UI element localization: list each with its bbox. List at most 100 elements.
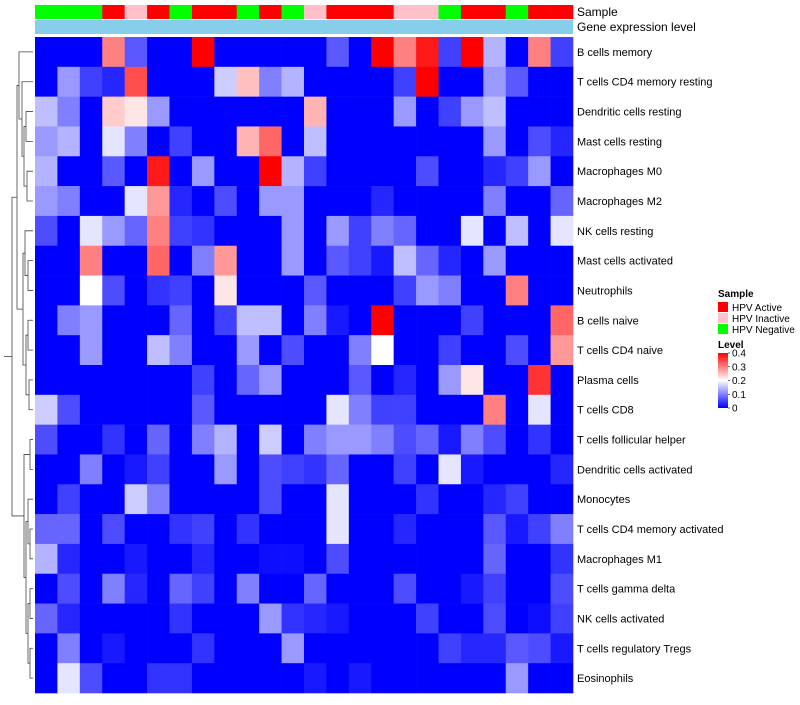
heatmap-cell xyxy=(281,305,305,336)
heatmap-cell xyxy=(528,454,551,485)
heatmap-cell xyxy=(236,275,260,306)
heatmap-cell xyxy=(505,573,529,604)
heatmap-cell xyxy=(79,543,103,575)
heatmap-cell xyxy=(438,365,462,396)
heatmap-cell xyxy=(79,573,103,604)
heatmap-cell xyxy=(348,275,372,306)
heatmap-cell xyxy=(326,126,350,157)
heatmap-cell xyxy=(191,96,215,127)
heatmap-cell xyxy=(460,484,484,515)
heatmap-cell xyxy=(550,394,574,425)
heatmap-cell xyxy=(505,663,529,694)
heatmap-cell xyxy=(214,66,238,97)
heatmap-cell xyxy=(326,484,350,515)
heatmap-cell xyxy=(214,126,238,157)
heatmap-cell xyxy=(57,454,81,485)
heatmap-cell xyxy=(438,573,462,604)
heatmap-cell xyxy=(35,37,58,68)
heatmap-cell xyxy=(550,156,574,187)
heatmap-cell xyxy=(79,394,103,425)
heatmap-cell xyxy=(259,484,282,515)
heatmap-cell xyxy=(281,186,305,217)
heatmap-cell xyxy=(169,37,193,68)
heatmap-cell xyxy=(281,394,305,425)
heatmap-cell xyxy=(169,96,193,127)
heatmap-cell xyxy=(35,275,58,306)
heatmap-cell xyxy=(236,305,260,336)
sample-annotation-cell xyxy=(416,5,439,19)
heatmap-cell xyxy=(281,603,305,634)
heatmap-cell xyxy=(259,275,282,306)
heatmap-cell xyxy=(438,156,462,187)
heatmap-cell xyxy=(460,305,484,336)
heatmap-cell xyxy=(505,305,529,336)
heatmap-cell xyxy=(416,66,439,97)
heatmap-cell xyxy=(236,245,260,276)
heatmap-cell xyxy=(393,454,417,485)
heatmap-cell xyxy=(281,156,305,187)
heatmap-cell xyxy=(348,186,372,217)
heatmap-cell xyxy=(393,484,417,515)
heatmap-cell xyxy=(348,454,372,485)
heatmap-cell xyxy=(550,484,574,515)
heatmap-cell xyxy=(505,245,529,276)
heatmap-cell xyxy=(528,305,551,336)
heatmap-cell xyxy=(57,156,81,187)
expression-annotation-bar xyxy=(35,20,573,34)
heatmap-cell xyxy=(528,573,551,604)
heatmap-cell xyxy=(169,603,193,634)
heatmap-cell xyxy=(438,633,462,664)
heatmap-cell xyxy=(460,245,484,276)
heatmap-cell xyxy=(79,365,103,396)
heatmap-cell xyxy=(371,514,394,545)
sample-annotation-label: Sample xyxy=(577,5,618,19)
heatmap-cell xyxy=(236,394,260,425)
heatmap-cell xyxy=(102,305,125,336)
heatmap-cell xyxy=(79,603,103,634)
heatmap-cell xyxy=(348,663,372,694)
heatmap-cell xyxy=(528,186,551,217)
legend-level-tick-label: 0.2 xyxy=(732,376,746,387)
dendrogram-branch xyxy=(27,498,33,545)
heatmap-cell xyxy=(259,305,282,336)
heatmap-cell xyxy=(124,484,148,515)
row-dendrogram xyxy=(4,51,33,679)
heatmap-cell xyxy=(35,454,58,485)
heatmap-cell xyxy=(147,275,170,306)
heatmap-cell xyxy=(550,186,574,217)
heatmap-cell xyxy=(57,394,81,425)
heatmap-cell xyxy=(528,37,551,68)
heatmap-cell xyxy=(528,394,551,425)
heatmap-cell xyxy=(393,424,417,455)
heatmap-cell xyxy=(460,633,484,664)
heatmap-cell xyxy=(259,454,282,485)
heatmap-cell xyxy=(371,37,394,68)
heatmap-cell xyxy=(416,633,439,664)
heatmap-cell xyxy=(304,245,327,276)
heatmap-cell xyxy=(393,275,417,306)
heatmap-cell xyxy=(124,663,148,694)
heatmap-cell xyxy=(304,454,327,485)
heatmap-cell xyxy=(505,514,529,545)
heatmap-cell xyxy=(348,424,372,455)
heatmap-cell xyxy=(528,543,551,575)
heatmap-cell xyxy=(281,215,305,247)
dendrogram-branch xyxy=(28,379,33,411)
heatmap-cell xyxy=(528,633,551,664)
heatmap-cell xyxy=(416,215,439,247)
heatmap-cell xyxy=(102,335,125,366)
heatmap-cell xyxy=(147,335,170,366)
heatmap-cell xyxy=(438,245,462,276)
heatmap-cell xyxy=(326,335,350,366)
heatmap-cell xyxy=(483,454,507,485)
heatmap-cell xyxy=(304,126,327,157)
heatmap-cell xyxy=(169,454,193,485)
heatmap-cell xyxy=(348,245,372,276)
heatmap-cell xyxy=(35,603,58,634)
sample-annotation-cell xyxy=(214,5,238,19)
heatmap-cell xyxy=(102,66,125,97)
sample-annotation-cell xyxy=(102,5,125,19)
heatmap-cell xyxy=(348,156,372,187)
heatmap-cell xyxy=(281,126,305,157)
dendrogram-branch xyxy=(24,230,33,276)
